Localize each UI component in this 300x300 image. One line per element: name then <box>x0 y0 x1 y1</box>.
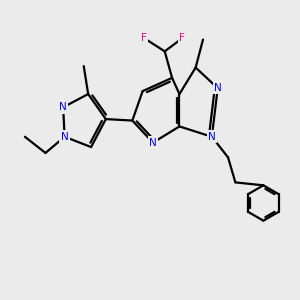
Text: F: F <box>141 33 147 43</box>
Text: N: N <box>214 83 222 93</box>
Text: F: F <box>179 33 185 43</box>
Text: N: N <box>149 138 157 148</box>
Text: N: N <box>59 102 67 112</box>
Text: N: N <box>61 132 68 142</box>
Text: N: N <box>208 132 216 142</box>
